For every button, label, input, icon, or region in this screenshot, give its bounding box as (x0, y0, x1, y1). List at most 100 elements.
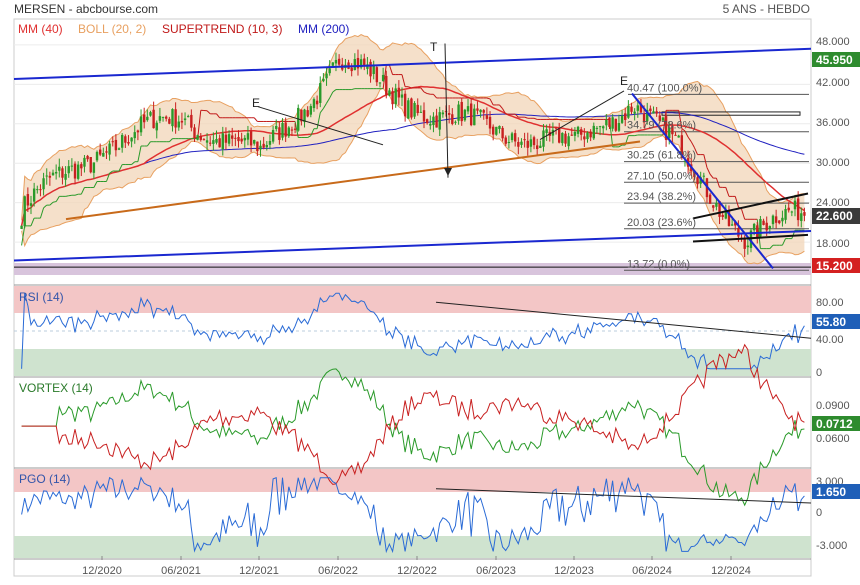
candle-body (580, 129, 582, 135)
candle-body (407, 100, 409, 118)
vortex-tick-0900: 0.0900 (816, 400, 850, 412)
candle-body (171, 109, 173, 126)
candle-body (203, 139, 205, 140)
x-tick-06-2023: 06/2023 (476, 565, 516, 577)
candle-body (797, 198, 799, 220)
fib-label-1: 34.79 (78.6%) (627, 120, 696, 132)
candle-body (800, 213, 802, 221)
candle-body (24, 196, 26, 226)
candle-body (555, 128, 557, 129)
candle-body (382, 75, 384, 81)
candle-body (596, 128, 598, 129)
pgo-tick-0: 0 (816, 507, 822, 519)
candle-body (737, 228, 739, 237)
pgo-upper-zone (14, 469, 811, 492)
candle-body (319, 83, 321, 103)
candle-body (451, 114, 453, 124)
supertrend-segment (66, 196, 69, 197)
candle-body (39, 189, 41, 190)
candle-body (237, 137, 239, 141)
candle-body (80, 164, 82, 168)
pattern-label-t: T (430, 40, 438, 54)
candle-body (218, 138, 220, 147)
candle-body (112, 141, 114, 142)
candle-body (473, 109, 475, 126)
candle-body (272, 130, 274, 142)
candle-body (420, 112, 422, 113)
candle-body (369, 62, 371, 76)
candle-body (501, 128, 503, 138)
candle-body (709, 195, 711, 204)
candle-body (42, 178, 44, 189)
candle-body (539, 146, 541, 148)
candle-body (64, 174, 66, 180)
candle-body (756, 225, 758, 238)
badge-lower-label: 15.200 (816, 259, 853, 273)
candle-body (599, 126, 601, 127)
candle-body (743, 239, 745, 249)
candle-body (124, 136, 126, 142)
candle-body (762, 221, 764, 225)
candle-body (228, 134, 230, 144)
candle-body (190, 115, 192, 128)
candle-body (209, 143, 211, 144)
candle-body (102, 153, 104, 157)
candle-body (162, 117, 164, 118)
legend-boll: BOLL (20, 2) (78, 22, 146, 36)
candle-body (545, 129, 547, 133)
candle-body (655, 111, 657, 113)
candle-body (404, 94, 406, 117)
candle-body (395, 88, 397, 104)
badge-last-price-label: 22.600 (816, 209, 853, 223)
x-tick-06-2024: 06/2024 (632, 565, 672, 577)
candle-body (27, 194, 29, 205)
candle-body (354, 59, 356, 70)
candle-body (633, 112, 635, 114)
candle-body (115, 140, 117, 150)
candle-body (159, 116, 161, 121)
pgo-label: PGO (14) (19, 472, 70, 486)
candle-body (350, 68, 352, 71)
candle-body (464, 110, 466, 121)
candle-body (250, 132, 252, 146)
x-tick-12-2021: 12/2021 (239, 565, 279, 577)
candle-body (769, 226, 771, 229)
candle-body (495, 127, 497, 135)
candle-body (781, 218, 783, 221)
candle-body (105, 151, 107, 152)
candle-body (93, 162, 95, 172)
candle-body (649, 109, 651, 112)
candle-body (508, 142, 510, 143)
price-tick-30: 30.000 (816, 157, 850, 169)
vortex-value-badge: 0.0712 (816, 417, 853, 431)
candle-body (86, 156, 88, 159)
candle-body (605, 120, 607, 125)
x-tick-12-2023: 12/2023 (554, 565, 594, 577)
candle-body (442, 113, 444, 115)
candle-body (58, 167, 60, 171)
pgo-tick-minus3: -3.000 (816, 540, 847, 552)
candle-body (288, 128, 290, 137)
legend-mm200: MM (200) (298, 22, 349, 36)
candle-body (256, 142, 258, 151)
candle-body (533, 137, 535, 145)
price-tick-48: 48.000 (816, 36, 850, 48)
candle-body (602, 126, 604, 128)
candle-body (498, 126, 500, 129)
candle-body (772, 216, 774, 224)
candle-body (410, 99, 412, 118)
candle-body (284, 122, 286, 136)
candle-body (454, 122, 456, 123)
candle-body (36, 189, 38, 190)
candle-body (435, 116, 437, 128)
candle-body (611, 117, 613, 128)
candle-body (328, 68, 330, 73)
candle-body (523, 139, 525, 140)
candle-body (593, 126, 595, 138)
candle-body (677, 136, 679, 138)
candle-body (715, 203, 717, 207)
candle-body (514, 133, 516, 141)
candle-body (121, 135, 123, 148)
candle-body (174, 109, 176, 127)
